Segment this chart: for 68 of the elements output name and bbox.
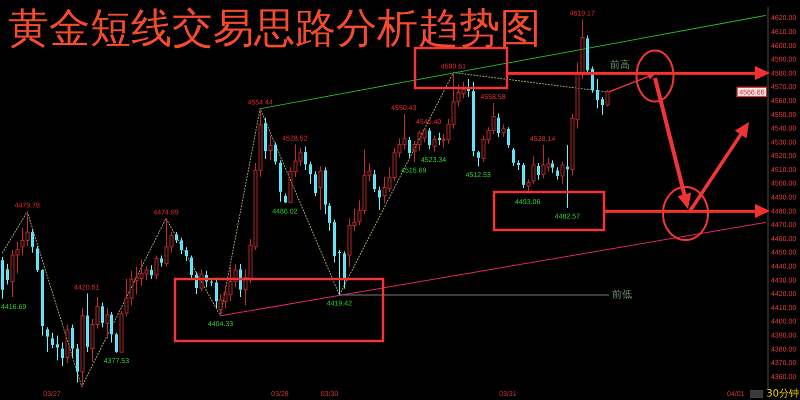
candlestick <box>537 162 540 180</box>
candlestick <box>438 132 441 146</box>
candlestick <box>279 160 282 202</box>
text: 30分钟 <box>766 388 799 400</box>
candlestick <box>532 156 536 184</box>
candlestick <box>36 245 39 273</box>
candlestick <box>378 186 381 211</box>
candlestick <box>428 128 431 150</box>
candlestick <box>328 202 331 232</box>
candlestick <box>106 307 110 339</box>
candlestick <box>601 96 604 116</box>
candlestick <box>304 146 307 171</box>
candlestick <box>66 324 70 364</box>
candlestick <box>71 324 74 358</box>
candlestick <box>596 78 599 109</box>
candlestick <box>314 170 317 197</box>
candlestick <box>477 150 480 168</box>
candlestick <box>264 117 267 160</box>
candlestick <box>154 255 158 280</box>
candlestick <box>6 263 9 286</box>
candlestick <box>408 136 411 158</box>
candlestick <box>268 135 272 161</box>
candlestick <box>517 160 520 171</box>
ref-line-label: 前高 <box>610 59 630 72</box>
candlestick <box>1 256 4 300</box>
candlestick <box>343 250 346 290</box>
candlestick <box>31 228 34 254</box>
chart-title: 黄金短线交易思路分析趋势图 <box>8 4 541 52</box>
candlestick <box>110 312 113 343</box>
candlestick <box>61 342 64 366</box>
candlestick <box>497 112 500 138</box>
candlestick <box>175 232 178 244</box>
candlestick <box>373 170 376 193</box>
candlestick <box>551 160 554 174</box>
ref-line-label: 前低 <box>612 288 632 301</box>
candlestick <box>51 332 54 348</box>
candlestick <box>324 166 327 215</box>
candlestick <box>101 302 104 328</box>
candlestick <box>580 18 584 80</box>
candlestick <box>526 179 530 194</box>
candlestick <box>566 144 569 208</box>
candlestick <box>309 161 312 184</box>
candlestick <box>160 255 163 268</box>
candlestick <box>80 307 84 388</box>
candlestick <box>200 268 204 292</box>
line-series <box>2 72 608 388</box>
candlestick <box>274 142 277 165</box>
candlestick <box>338 250 341 296</box>
candlestick <box>46 326 49 353</box>
candlestick <box>560 161 564 184</box>
candlestick <box>502 124 506 138</box>
candlestick <box>432 135 436 152</box>
candlestick <box>507 126 510 148</box>
candlestick <box>86 292 89 353</box>
candlestick <box>115 332 118 354</box>
candlestick <box>215 277 218 308</box>
candlestick <box>56 335 59 361</box>
candlestick <box>556 166 559 180</box>
candlestick <box>333 219 336 263</box>
candlestick <box>185 246 188 262</box>
candlestick <box>512 147 515 166</box>
candlestick <box>606 89 610 108</box>
candlestick <box>318 165 322 211</box>
candlestick <box>150 264 153 280</box>
candlestick <box>522 162 525 188</box>
candlestick <box>76 343 79 383</box>
candlestick <box>472 81 475 157</box>
candlestick <box>180 237 183 255</box>
